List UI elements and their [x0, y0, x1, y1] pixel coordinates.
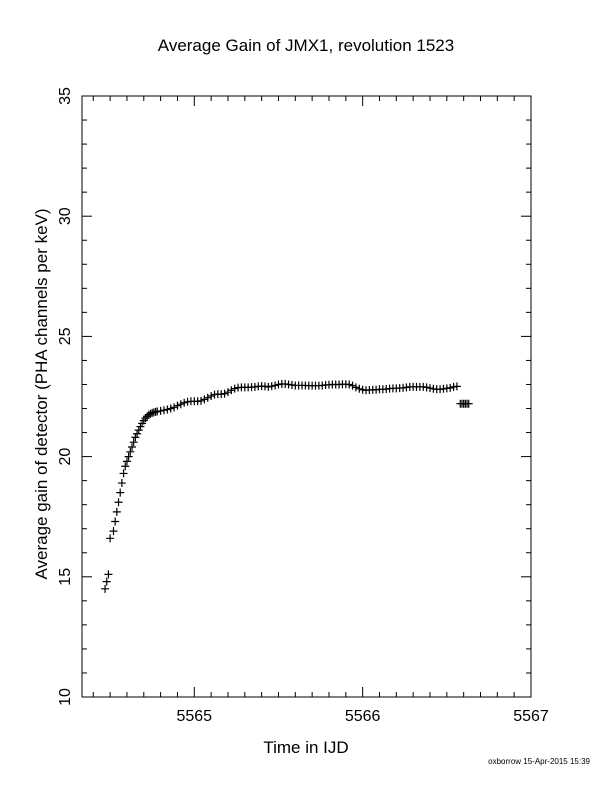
data-point	[121, 462, 130, 471]
axis-ticks	[82, 95, 532, 698]
data-point	[134, 426, 143, 435]
data-point	[345, 380, 354, 389]
data-point	[446, 383, 455, 392]
y-tick-label: 20	[57, 448, 74, 466]
data-point	[131, 433, 140, 442]
data-point	[230, 384, 239, 393]
data-point	[104, 570, 113, 579]
data-point	[122, 457, 131, 466]
data-point	[348, 381, 357, 390]
data-point	[197, 396, 206, 405]
data-point	[264, 382, 273, 391]
data-point	[146, 409, 155, 418]
data-point	[101, 584, 110, 593]
y-tick-label: 10	[57, 688, 74, 706]
y-tick-label: 30	[57, 207, 74, 225]
data-point	[207, 392, 216, 401]
data-point	[124, 452, 133, 461]
data-point	[106, 534, 115, 543]
y-tick-label: 15	[57, 568, 74, 586]
data-point	[464, 399, 473, 408]
data-point	[351, 383, 360, 392]
data-point	[200, 395, 209, 404]
data-point	[126, 447, 135, 456]
y-axis-label: Average gain of detector (PHA channels p…	[32, 208, 51, 580]
x-tick-label: 5565	[176, 708, 212, 725]
data-point	[355, 384, 364, 393]
y-tick-label: 25	[57, 327, 74, 345]
data-point	[452, 382, 461, 391]
data-point	[109, 527, 118, 536]
axis-tick-labels: 5565 5566 5567 10 15 20 25 30 35	[57, 87, 549, 725]
plot-frame	[81, 95, 532, 698]
data-point	[114, 498, 123, 507]
data-point	[180, 398, 189, 407]
data-point	[163, 405, 172, 414]
data-point	[223, 388, 232, 397]
data-points	[101, 379, 473, 593]
credit-timestamp: oxborrow 15-Apr-2015 15:39	[488, 757, 590, 766]
data-point	[112, 507, 121, 516]
data-point	[227, 386, 236, 395]
data-point	[128, 442, 137, 451]
data-point	[173, 401, 182, 410]
data-point	[170, 403, 179, 412]
data-point	[141, 414, 150, 423]
data-point	[133, 429, 142, 438]
data-point	[102, 577, 111, 586]
data-point	[220, 389, 229, 398]
data-point	[267, 382, 276, 391]
data-point	[144, 410, 153, 419]
x-tick-label: 5567	[513, 708, 549, 725]
y-tick-label: 35	[57, 87, 74, 105]
x-axis-label: Time in IJD	[263, 738, 349, 757]
data-point	[111, 517, 120, 526]
data-point	[422, 383, 431, 392]
data-point	[116, 488, 125, 497]
data-point	[203, 393, 212, 402]
x-tick-label: 5566	[345, 708, 381, 725]
data-point	[176, 400, 185, 409]
data-point	[166, 404, 175, 413]
data-point	[425, 384, 434, 393]
chart-title: Average Gain of JMX1, revolution 1523	[157, 36, 455, 55]
data-point	[156, 406, 165, 415]
data-point	[129, 438, 138, 447]
data-point	[119, 469, 128, 478]
data-point	[271, 381, 280, 390]
data-point	[117, 479, 126, 488]
data-point	[159, 406, 168, 415]
